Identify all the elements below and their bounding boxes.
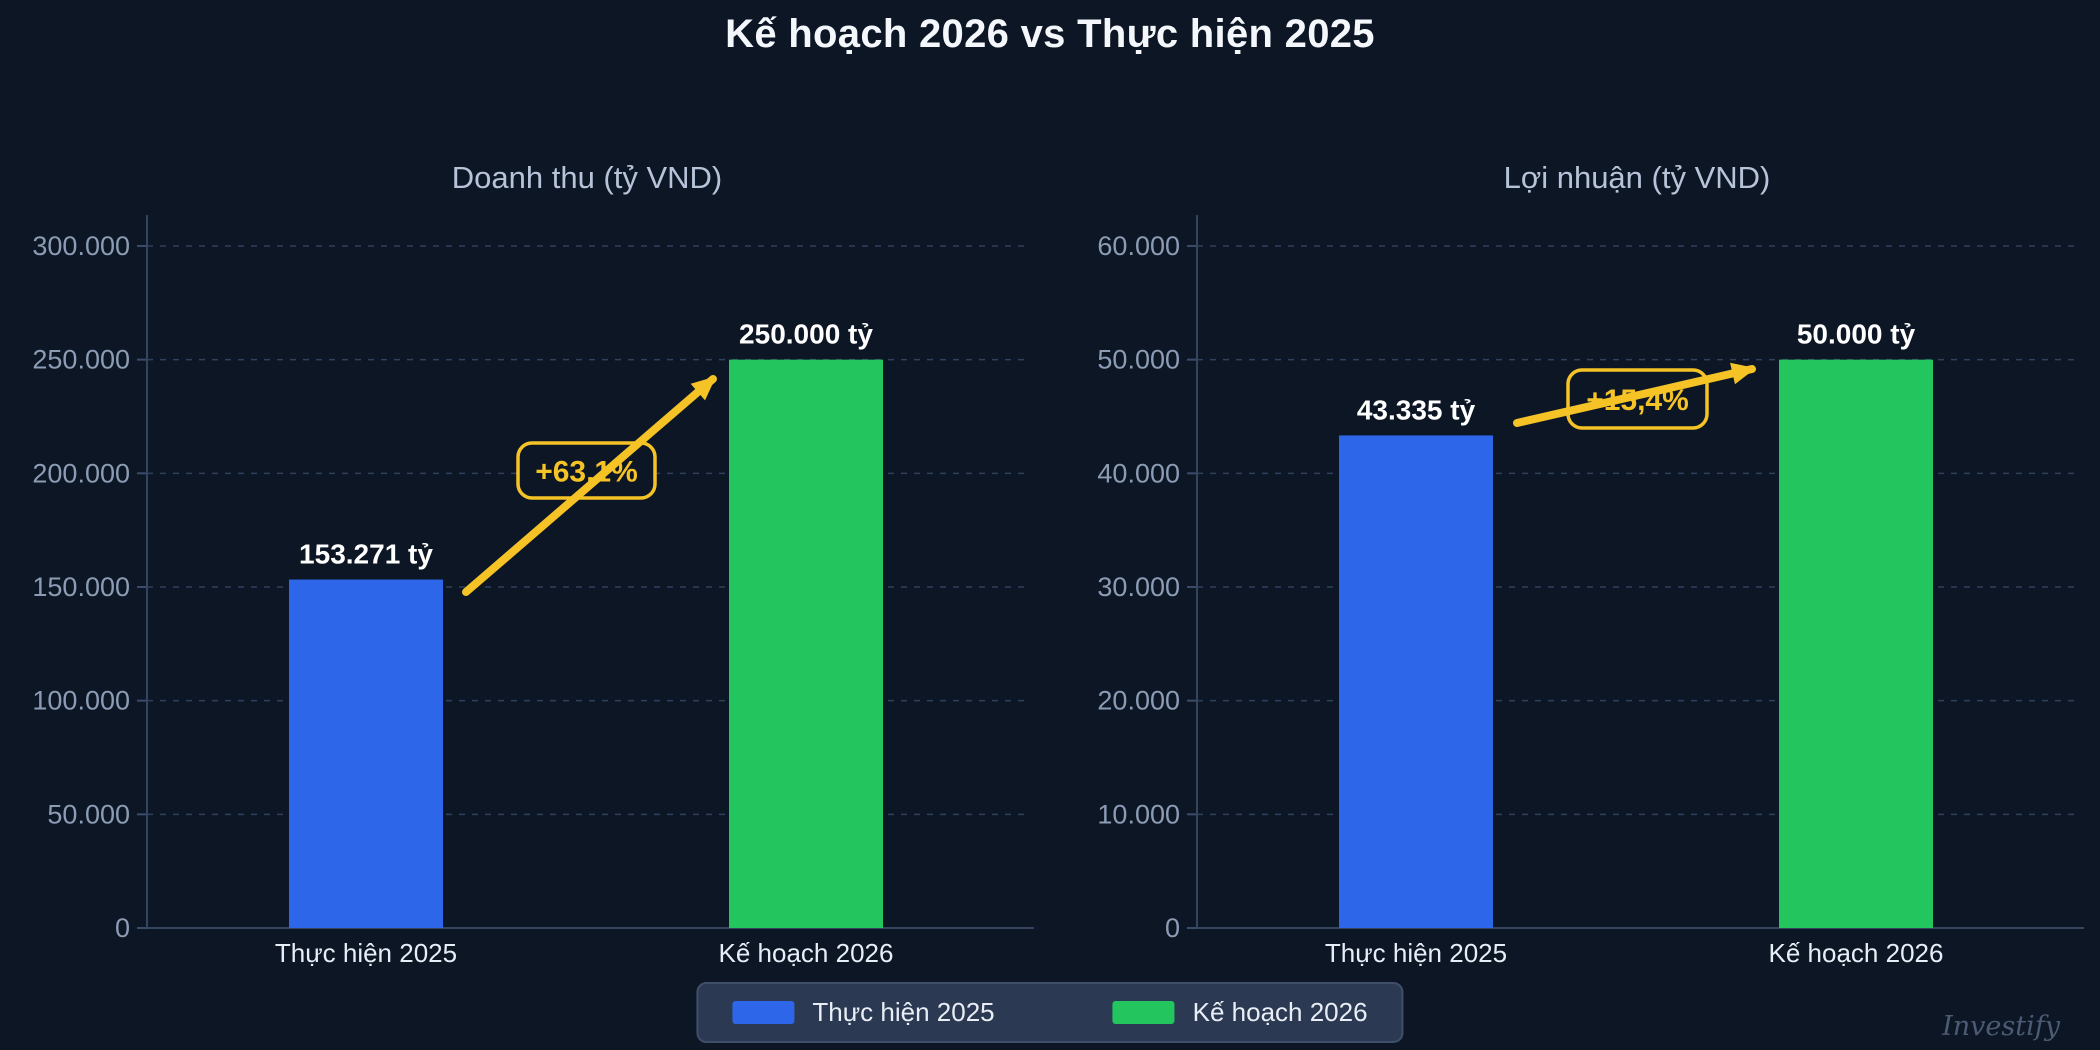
revenue-chart-panel: Doanh thu (tỷ VND) 0 50.000 100.000 150.000… [32, 160, 1034, 968]
legend: Thực hiện 2025 Kế hoạch 2026 [696, 982, 1404, 1043]
y-tick-label: 50.000 [47, 799, 130, 829]
y-axis-ticks: 0 50.000 100.000 150.000 200.000 250.000 300.0… [32, 231, 147, 943]
x-category-label: Thực hiện 2025 [275, 938, 457, 968]
profit-plot: 0 10.000 20.000 30.000 40.000 50.000 60.000 43.… [1097, 215, 2084, 968]
bar-value-label: 50.000 tỷ [1797, 319, 1916, 350]
y-tick-label: 250.000 [32, 345, 130, 375]
x-category-label: Kế hoạch 2026 [719, 938, 894, 968]
y-tick-label: 0 [115, 913, 130, 943]
profit-chart-panel: Lợi nhuận (tỷ VND) 0 10.000 20.000 30.000 40… [1050, 0, 2100, 1050]
bar-thuc-hien-2025 [289, 579, 443, 928]
y-tick-label: 10.000 [1097, 799, 1180, 829]
y-tick-label: 0 [1165, 913, 1180, 943]
bar-value-label: 153.271 tỷ [299, 539, 433, 570]
watermark: Investify [1942, 1011, 2060, 1042]
bar-thuc-hien-2025 [1339, 435, 1493, 928]
y-axis-ticks: 0 10.000 20.000 30.000 40.000 50.000 60.000 [1097, 231, 1197, 943]
revenue-chart-title: Doanh thu (tỷ VND) [451, 160, 723, 195]
y-tick-label: 200.000 [32, 458, 130, 488]
legend-swatch-green [1112, 1001, 1175, 1024]
y-tick-label: 20.000 [1097, 686, 1180, 716]
growth-arrow [462, 375, 717, 596]
page-title: Kế hoạch 2026 vs Thực hiện 2025 [725, 12, 1375, 56]
y-tick-label: 300.000 [32, 231, 130, 261]
bar-value-label: 43.335 tỷ [1357, 394, 1476, 425]
y-tick-label: 40.000 [1097, 458, 1180, 488]
y-tick-label: 30.000 [1097, 572, 1180, 602]
gridlines [1197, 245, 2076, 816]
x-category-label: Thực hiện 2025 [1325, 938, 1507, 968]
bar-ke-hoach-2026 [729, 359, 883, 928]
legend-label-ke-hoach-2026: Kế hoạch 2026 [1192, 997, 1368, 1027]
y-tick-label: 100.000 [32, 686, 130, 716]
y-tick-label: 50.000 [1097, 345, 1180, 375]
y-tick-label: 150.000 [32, 572, 130, 602]
gridlines [147, 245, 1026, 816]
legend-item-thuc-hien-2025: Thực hiện 2025 [732, 997, 995, 1028]
bar-value-label: 250.000 tỷ [739, 319, 873, 350]
bar-ke-hoach-2026 [1779, 359, 1933, 928]
legend-swatch-blue [732, 1001, 795, 1024]
legend-label-thuc-hien-2025: Thực hiện 2025 [812, 997, 995, 1027]
revenue-plot: 0 50.000 100.000 150.000 200.000 250.000 300.0… [32, 215, 1034, 968]
growth-arrow [1513, 362, 1756, 427]
x-category-label: Kế hoạch 2026 [1769, 938, 1944, 968]
y-tick-label: 60.000 [1097, 231, 1180, 261]
legend-item-ke-hoach-2026: Kế hoạch 2026 [1112, 997, 1368, 1028]
profit-chart-title: Lợi nhuận (tỷ VND) [1503, 160, 1771, 195]
